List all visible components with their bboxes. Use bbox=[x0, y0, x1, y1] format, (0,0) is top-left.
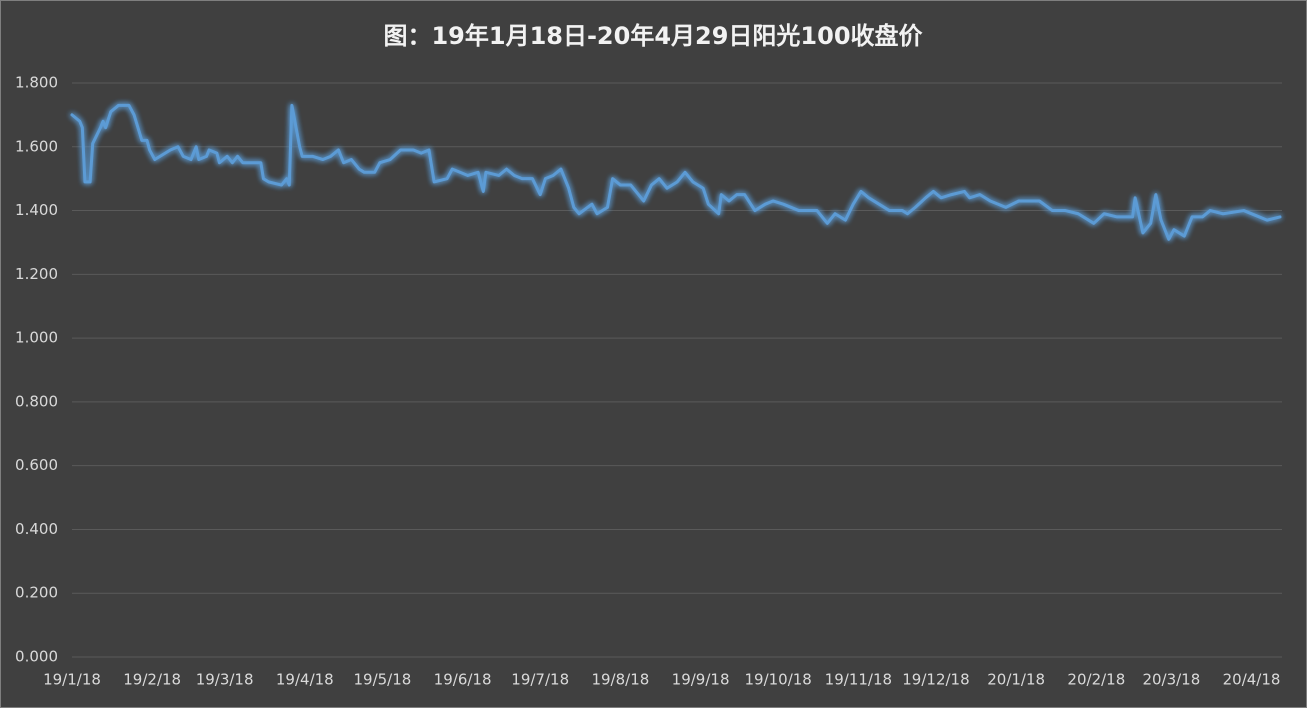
x-tick-label: 19/11/18 bbox=[825, 671, 892, 689]
y-tick-label: 1.800 bbox=[15, 74, 58, 92]
x-tick-label: 19/10/18 bbox=[744, 671, 811, 689]
x-tick-label: 20/4/18 bbox=[1223, 671, 1281, 689]
y-tick-label: 1.400 bbox=[15, 201, 58, 219]
x-tick-label: 19/3/18 bbox=[196, 671, 254, 689]
x-tick-label: 19/1/18 bbox=[43, 671, 101, 689]
y-tick-label: 0.800 bbox=[15, 392, 58, 410]
x-tick-label: 20/3/18 bbox=[1142, 671, 1200, 689]
price-line bbox=[70, 103, 1282, 241]
y-tick-label: 1.600 bbox=[15, 137, 58, 155]
x-tick-label: 19/4/18 bbox=[276, 671, 334, 689]
x-tick-label: 20/2/18 bbox=[1067, 671, 1125, 689]
y-tick-label: 0.600 bbox=[15, 456, 58, 474]
x-tick-label: 19/7/18 bbox=[511, 671, 569, 689]
x-tick-label: 19/12/18 bbox=[902, 671, 969, 689]
y-tick-label: 0.400 bbox=[15, 520, 58, 538]
x-tick-label: 19/5/18 bbox=[353, 671, 411, 689]
y-tick-label: 0.000 bbox=[15, 648, 58, 666]
x-tick-label: 19/6/18 bbox=[434, 671, 492, 689]
y-tick-label: 0.200 bbox=[15, 584, 58, 602]
x-tick-label: 19/2/18 bbox=[123, 671, 181, 689]
y-tick-label: 1.000 bbox=[15, 329, 58, 347]
chart-title: 图：19年1月18日-20年4月29日阳光100收盘价 bbox=[383, 22, 923, 50]
y-tick-label: 1.200 bbox=[15, 265, 58, 283]
x-tick-label: 19/9/18 bbox=[672, 671, 730, 689]
x-tick-label: 20/1/18 bbox=[987, 671, 1045, 689]
x-tick-label: 19/8/18 bbox=[591, 671, 649, 689]
